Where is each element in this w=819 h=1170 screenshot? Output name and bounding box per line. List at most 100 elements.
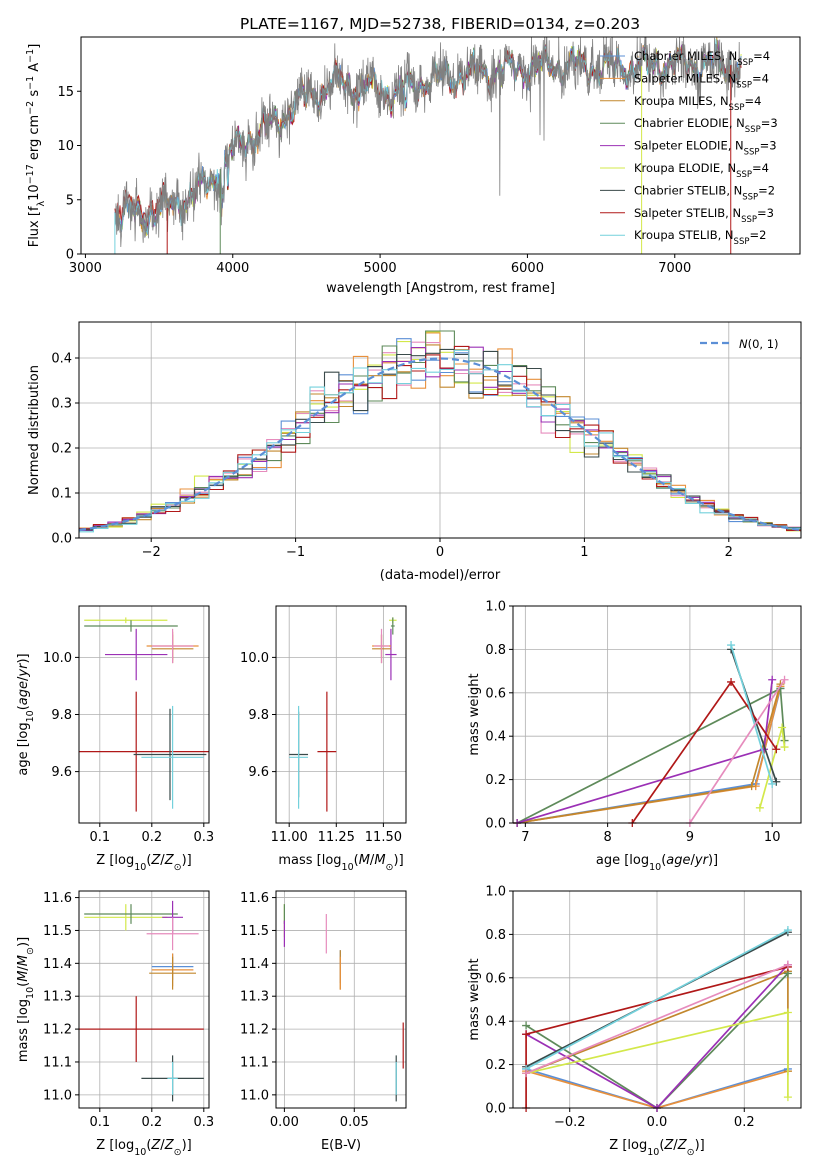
- label-part: M: [16, 955, 31, 966]
- label-part: (: [16, 982, 31, 987]
- mass_vs_Z-y-label: mass [log10(M/M⊙)]: [16, 937, 36, 1062]
- label-part: )]: [182, 1138, 192, 1153]
- legend-sub: SSP: [741, 215, 757, 225]
- age_vs_Z-y-label: age [log10(age/yr)]: [16, 653, 36, 775]
- y-tick-label: 0.1: [51, 487, 72, 502]
- y-tick-label: 9.6: [51, 765, 72, 780]
- label-part: (: [661, 853, 666, 868]
- y-tick-label: 11.1: [43, 1055, 72, 1070]
- y-tick-label: 15: [57, 85, 74, 100]
- label-part: Z [log: [96, 853, 134, 868]
- label-part: −1: [25, 49, 36, 63]
- x-tick-label: 0.05: [340, 1115, 369, 1130]
- weight-point-marker: [768, 779, 777, 788]
- label-part: Z: [150, 853, 161, 868]
- legend-sub: SSP: [734, 237, 750, 247]
- legend-tail: =3: [760, 139, 777, 153]
- legend-sub: SSP: [737, 58, 753, 68]
- legend-name: Salpeter ELODIE, N: [634, 139, 744, 153]
- x-tick-label: 6000: [511, 261, 544, 276]
- y-tick-label: 0.4: [485, 1015, 506, 1030]
- weight_vs_Z-frame: [512, 890, 802, 1109]
- label-part: )]: [708, 853, 718, 868]
- normal-curve: [79, 357, 801, 532]
- y-tick-label: 0.0: [485, 1102, 506, 1117]
- x-tick-label: 8: [603, 830, 611, 845]
- label-part: M: [16, 971, 31, 982]
- weight-series-line: [525, 1068, 789, 1108]
- label-part: ⊙: [386, 862, 394, 873]
- mass_vs_ebv-x-label: E(B-V): [321, 1138, 361, 1153]
- label-part: (: [146, 853, 151, 868]
- label-part: Z [log: [96, 1138, 134, 1153]
- residual-x-label: (data-model)/error: [380, 568, 501, 583]
- age_vs_Z-frame: [78, 605, 210, 824]
- legend-label: Chabrier STELIB, NSSP=2: [634, 183, 775, 202]
- y-tick-label: 11.4: [240, 957, 269, 972]
- x-tick-label: 0.1: [89, 830, 110, 845]
- label-part: ⊙: [25, 947, 36, 955]
- mass_vs_ebv-frame: [275, 890, 407, 1109]
- label-part: Z: [164, 853, 175, 868]
- weight-point-marker: [768, 675, 777, 684]
- spectrum-model-line: [114, 38, 742, 234]
- weight_vs_Z-axes: −0.2 0.0 0.2 0.0 0.2 0.4 0.6 0.8 1.0: [485, 885, 801, 1130]
- figure-title: PLATE=1167, MJD=52738, FIBERID=0134, z=0…: [240, 15, 640, 33]
- residual-histogram: [79, 349, 801, 533]
- label-part: /: [16, 676, 31, 681]
- label-part: (: [146, 1138, 151, 1153]
- label-part: /: [370, 853, 375, 868]
- y-tick-label: 11.2: [240, 1023, 269, 1038]
- mass_vs_Z-frame: [78, 890, 210, 1109]
- legend-name: Kroupa ELODIE, N: [634, 161, 736, 175]
- label-part: yr: [16, 662, 31, 678]
- legend-label: Chabrier ELODIE, NSSP=3: [634, 116, 778, 135]
- x-tick-label: 9: [686, 830, 694, 845]
- y-tick-label: 0.8: [485, 928, 506, 943]
- y-tick-label: 0.8: [485, 643, 506, 658]
- x-tick-label: 11.25: [318, 830, 355, 845]
- spectrum-data-line: [114, 37, 742, 248]
- legend-sub: SSP: [736, 80, 752, 90]
- label-part: age: [16, 681, 31, 705]
- y-tick-label: 11.6: [43, 891, 72, 906]
- y-tick-label: 11.1: [240, 1055, 269, 1070]
- y-tick-label: 11.2: [43, 1023, 72, 1038]
- label-part: M: [374, 853, 385, 868]
- age_vs_Z-x-label: Z [log10(Z/Z⊙)]: [96, 853, 191, 873]
- y-tick-label: 11.5: [43, 924, 72, 939]
- x-tick-label: 11.00: [271, 830, 308, 845]
- label-part: (: [354, 853, 359, 868]
- weight-point-marker: [772, 777, 781, 786]
- label-part: mass [log: [16, 999, 31, 1062]
- legend-sub: SSP: [742, 192, 758, 202]
- weight-point-marker: [778, 723, 787, 732]
- weight-series-line: [525, 929, 789, 1070]
- label-part: ⊙: [687, 1147, 695, 1158]
- legend-name: Salpeter MILES, N: [634, 71, 736, 85]
- label-part: )]: [394, 853, 404, 868]
- weight-point-marker: [780, 743, 789, 752]
- y-tick-label: 0.6: [485, 971, 506, 986]
- legend-n: N: [739, 337, 748, 351]
- weight_vs_age-frame: [512, 605, 802, 824]
- x-tick-label: 0.2: [141, 1115, 162, 1130]
- y-tick-label: 0.0: [51, 532, 72, 547]
- mass_vs_Z-axes: 0.1 0.2 0.3 11.0 11.1 11.2 11.3 11.4 11.5 11.6: [43, 891, 214, 1130]
- y-tick-label: 0.4: [51, 352, 72, 367]
- residuals-axes: −2 −1 0 1 2 0.0 0.1 0.2 0.3 0.4: [51, 322, 801, 560]
- weight_vs_age-axes: 7 8 9 10 0.0 0.2 0.4 0.6 0.8 1.0: [485, 600, 801, 845]
- spectrum-x-label: wavelength [Angstrom, rest frame]: [326, 281, 555, 296]
- weight-point-marker: [755, 803, 764, 812]
- label-part: Z: [677, 1138, 688, 1153]
- legend-tail: =4: [744, 94, 761, 108]
- legend-label: Kroupa STELIB, NSSP=2: [634, 228, 766, 247]
- x-tick-label: 0: [436, 545, 444, 560]
- label-part: M: [359, 853, 370, 868]
- mass_vs_ebv-axes: 0.00 0.05 11.0 11.1 11.2 11.3 11.4 11.5 11.6: [240, 891, 406, 1130]
- y-tick-label: 0.2: [51, 442, 72, 457]
- weight_vs_age-x-label: age [log10(age/yr)]: [596, 853, 718, 873]
- legend-label: Chabrier MILES, NSSP=4: [634, 49, 770, 68]
- spectrum-y-label: Flux [fλ10−17 erg cm−2 s−1 A−1]: [25, 44, 47, 248]
- residual-legend: N(0, 1): [700, 337, 779, 351]
